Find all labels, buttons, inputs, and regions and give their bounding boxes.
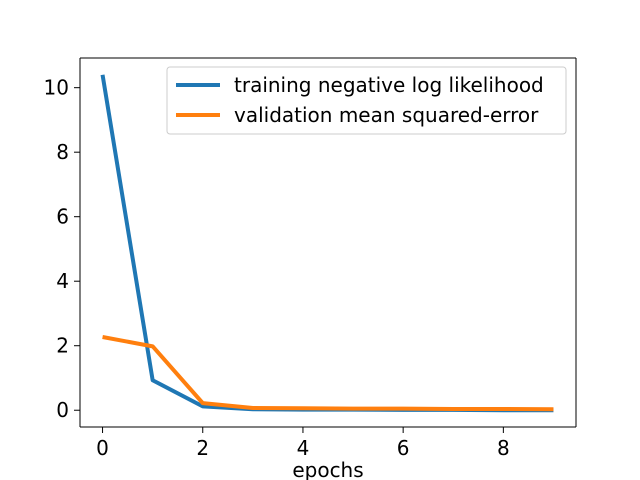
legend-label-validation: validation mean squared-error bbox=[234, 103, 539, 127]
y-tick-label: 2 bbox=[56, 334, 69, 358]
legend-label-training: training negative log likelihood bbox=[234, 73, 544, 97]
legend: training negative log likelihood validat… bbox=[166, 66, 567, 135]
y-tick-label: 4 bbox=[56, 269, 69, 293]
y-ticks: 0 2 4 6 8 10 bbox=[44, 76, 80, 422]
x-tick-label: 0 bbox=[96, 436, 109, 460]
x-tick-label: 4 bbox=[297, 436, 310, 460]
x-tick-label: 2 bbox=[196, 436, 209, 460]
x-ticks: 0 2 4 6 8 bbox=[96, 427, 510, 460]
series-line-1 bbox=[102, 335, 554, 412]
axes bbox=[79, 57, 577, 428]
y-tick-label: 8 bbox=[56, 140, 69, 164]
x-axis-title: epochs bbox=[292, 458, 363, 480]
x-tick-label: 8 bbox=[497, 436, 510, 460]
plot-lines bbox=[100, 74, 554, 413]
x-tick-label: 6 bbox=[397, 436, 410, 460]
legend-box bbox=[166, 66, 567, 135]
y-tick-label: 6 bbox=[56, 205, 69, 229]
y-tick-label: 0 bbox=[56, 398, 69, 422]
y-tick-label: 10 bbox=[44, 76, 69, 100]
